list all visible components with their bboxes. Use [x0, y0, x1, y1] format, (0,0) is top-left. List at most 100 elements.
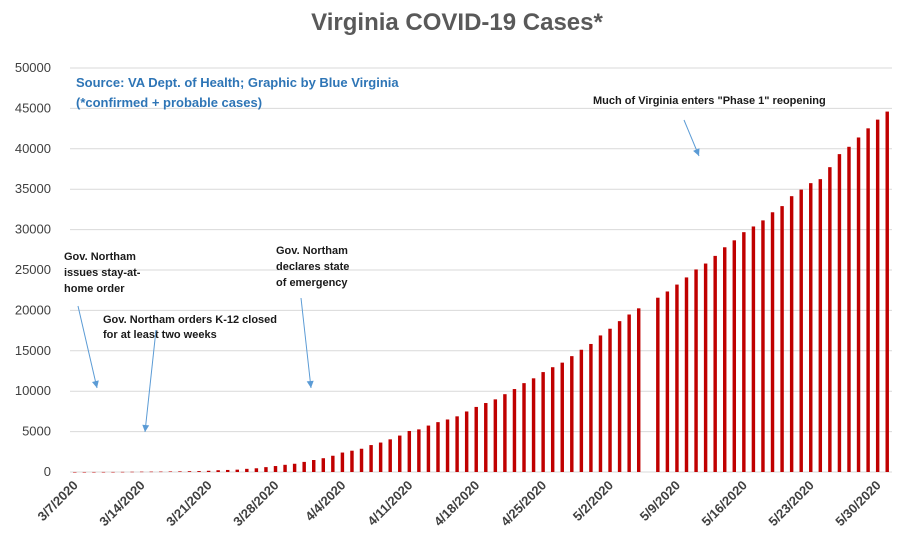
annotation-text: for at least two weeks — [103, 329, 217, 341]
x-tick-label: 5/16/2020 — [698, 478, 750, 530]
bar — [350, 450, 354, 472]
bar — [512, 389, 517, 472]
bar — [445, 419, 450, 472]
bar — [159, 471, 163, 473]
bar — [503, 394, 507, 472]
y-tick-label: 20000 — [15, 302, 51, 317]
bar — [417, 429, 421, 472]
y-tick-label: 0 — [44, 464, 51, 479]
x-tick-label: 3/7/2020 — [35, 478, 81, 524]
bar — [388, 439, 392, 472]
bar — [723, 247, 727, 472]
bar — [761, 220, 765, 472]
source-note: Source: VA Dept. of Health; Graphic by B… — [76, 75, 399, 90]
bar — [139, 471, 144, 473]
y-tick-label: 45000 — [15, 100, 51, 115]
chart-title: Virginia COVID-19 Cases* — [311, 9, 603, 36]
y-tick-label: 30000 — [15, 222, 51, 237]
annotation-text: declares state — [276, 261, 349, 273]
bar — [598, 335, 603, 472]
bar — [675, 284, 679, 472]
bar — [484, 403, 488, 472]
x-tick-label: 5/9/2020 — [637, 478, 683, 524]
bar — [809, 183, 813, 473]
bar — [82, 471, 87, 473]
arrowhead-icon — [92, 380, 99, 388]
y-tick-label: 40000 — [15, 141, 51, 156]
bar — [216, 470, 220, 472]
bar — [398, 435, 402, 472]
bar — [665, 291, 670, 472]
bar — [617, 321, 622, 472]
bar — [713, 255, 717, 472]
bar — [197, 471, 201, 472]
bar — [732, 240, 737, 472]
y-tick-label: 5000 — [22, 424, 51, 439]
bar — [847, 146, 851, 472]
bar — [273, 466, 278, 472]
x-tick-label: 5/2/2020 — [570, 478, 616, 524]
bar — [111, 471, 115, 473]
bar — [789, 196, 794, 472]
bar — [426, 425, 431, 472]
annotations: Gov. Northam issues stay-at-home order Gov… — [64, 95, 826, 433]
y-axis: 0 5000 10000 15000 20000 25000 30000 35000 40000… — [15, 60, 51, 479]
x-tick-label: 4/18/2020 — [431, 478, 483, 530]
bar — [703, 263, 708, 472]
x-tick-label: 5/23/2020 — [765, 478, 817, 530]
x-tick-label: 4/4/2020 — [302, 478, 348, 524]
annotation-text: Much of Virginia enters "Phase 1" reopen… — [593, 95, 826, 107]
x-tick-label: 4/11/2020 — [364, 478, 415, 529]
bar — [684, 277, 689, 472]
bar — [283, 464, 287, 472]
arrowhead-icon — [306, 380, 314, 388]
x-tick-label: 3/21/2020 — [163, 478, 215, 530]
y-tick-label: 50000 — [15, 60, 51, 75]
annotation-arrow — [300, 297, 312, 389]
bar — [73, 471, 77, 473]
bar — [828, 167, 832, 472]
bar — [302, 461, 306, 472]
subtitle-note: (*confirmed + probable cases) — [76, 95, 262, 110]
bar — [120, 471, 125, 473]
bar — [570, 356, 574, 472]
bar — [550, 367, 555, 472]
bar — [321, 458, 326, 472]
grid-lines — [70, 67, 892, 473]
annotation-arrow — [144, 329, 157, 433]
bar — [770, 212, 775, 472]
y-tick-label: 25000 — [15, 262, 51, 277]
bar — [245, 468, 249, 472]
bar — [264, 467, 268, 472]
bar — [474, 406, 478, 472]
bar — [225, 469, 230, 472]
bar — [493, 399, 498, 472]
x-tick-label: 3/28/2020 — [230, 478, 282, 530]
bar — [560, 362, 564, 472]
annotation-text: Gov. Northam — [276, 245, 348, 257]
bar — [837, 154, 842, 472]
bar — [187, 471, 192, 472]
y-tick-label: 35000 — [15, 181, 51, 196]
bar — [178, 471, 182, 472]
arrowhead-icon — [693, 148, 700, 156]
bar — [636, 308, 641, 472]
x-tick-label: 4/25/2020 — [498, 478, 550, 530]
bar — [627, 314, 631, 472]
bar — [101, 471, 106, 473]
annotation-text: of emergency — [276, 277, 348, 289]
bar — [340, 452, 345, 472]
arrowhead-icon — [142, 424, 150, 432]
bar — [369, 445, 373, 472]
y-tick-label: 10000 — [15, 383, 51, 398]
bar — [589, 343, 593, 472]
annotation-text: Gov. Northam orders K-12 closed — [103, 314, 277, 326]
bar — [608, 328, 612, 472]
bar — [312, 460, 316, 472]
bar — [92, 471, 96, 473]
bar — [455, 416, 459, 472]
annotation-text: home order — [64, 283, 125, 295]
bar — [531, 378, 536, 472]
bar — [885, 111, 889, 472]
